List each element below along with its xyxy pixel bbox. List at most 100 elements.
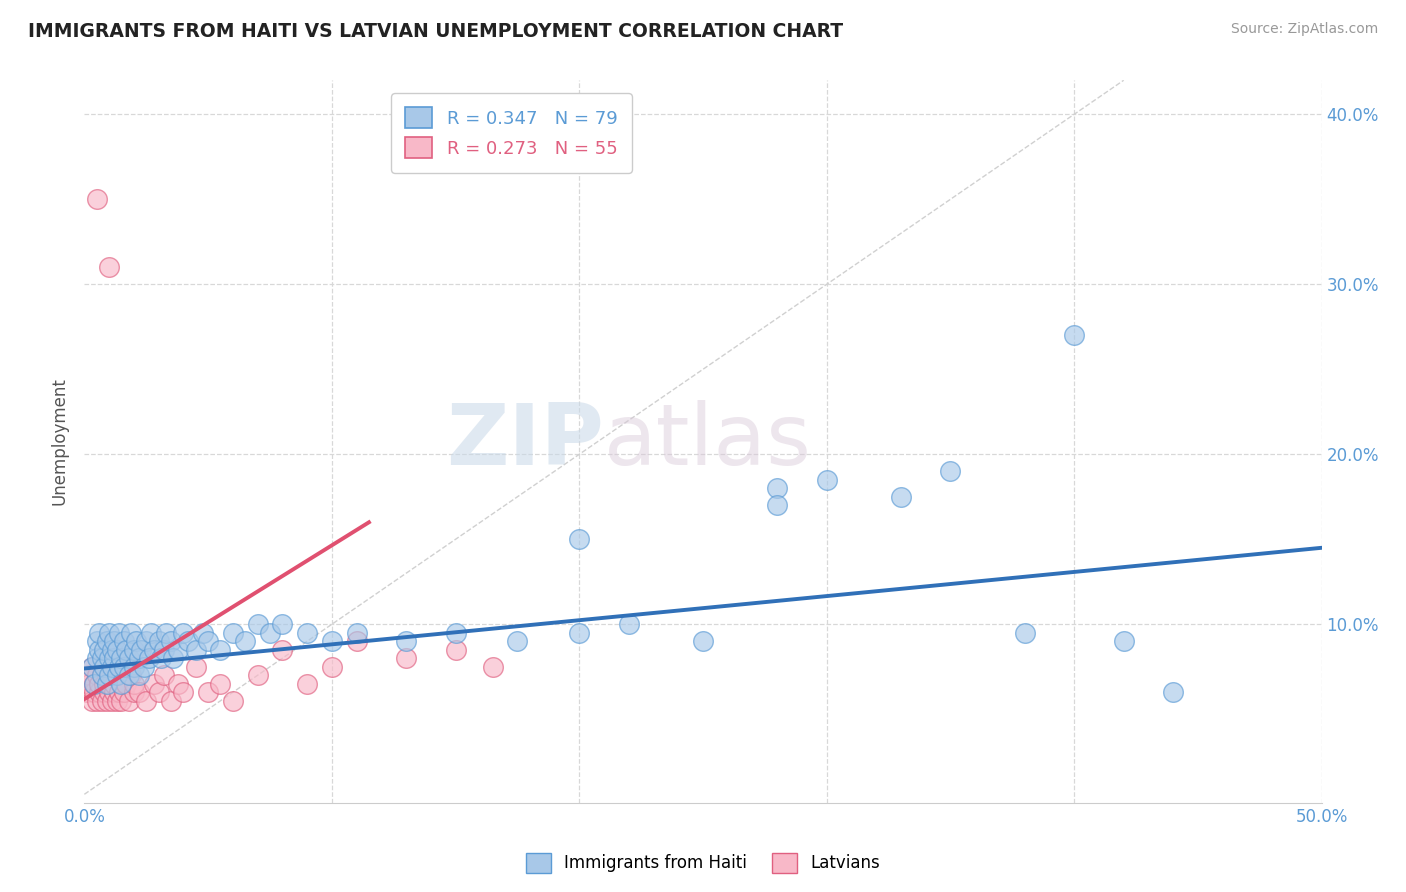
Point: [246, 668, 269, 682]
Point: [79, 677, 101, 691]
Point: [246, 617, 269, 632]
Point: [108, 685, 131, 699]
Point: [98, 677, 121, 691]
Point: [120, 625, 142, 640]
Point: [96, 694, 118, 708]
Point: [93, 660, 115, 674]
Point: [172, 685, 194, 699]
Text: ZIP: ZIP: [446, 400, 605, 483]
Point: [96, 677, 118, 691]
Point: [89, 642, 111, 657]
Point: [93, 685, 115, 699]
Point: [100, 642, 122, 657]
Point: [167, 677, 190, 691]
Point: [271, 617, 294, 632]
Point: [83, 677, 105, 691]
Point: [108, 625, 131, 640]
Point: [83, 677, 105, 691]
Point: [103, 685, 125, 699]
Point: [395, 651, 418, 665]
Point: [295, 677, 318, 691]
Point: [105, 642, 128, 657]
Point: [110, 694, 132, 708]
Point: [110, 651, 132, 665]
Point: [110, 677, 132, 691]
Point: [90, 668, 112, 682]
Point: [233, 634, 256, 648]
Point: [86, 651, 108, 665]
Point: [444, 625, 467, 640]
Point: [100, 660, 122, 674]
Text: Source: ZipAtlas.com: Source: ZipAtlas.com: [1230, 22, 1378, 37]
Legend: R = 0.347   N = 79, R = 0.273   N = 55: R = 0.347 N = 79, R = 0.273 N = 55: [391, 93, 633, 172]
Point: [118, 668, 141, 682]
Point: [222, 625, 245, 640]
Point: [96, 668, 118, 682]
Point: [80, 660, 103, 674]
Text: IMMIGRANTS FROM HAITI VS LATVIAN UNEMPLOYMENT CORRELATION CHART: IMMIGRANTS FROM HAITI VS LATVIAN UNEMPLO…: [28, 22, 844, 41]
Point: [93, 677, 115, 691]
Point: [122, 685, 145, 699]
Point: [86, 668, 108, 682]
Point: [160, 694, 183, 708]
Point: [152, 668, 174, 682]
Point: [142, 642, 165, 657]
Point: [150, 651, 173, 665]
Point: [128, 668, 150, 682]
Point: [103, 677, 125, 691]
Point: [83, 685, 105, 699]
Point: [167, 642, 190, 657]
Point: [162, 651, 184, 665]
Point: [98, 625, 121, 640]
Point: [110, 677, 132, 691]
Point: [128, 651, 150, 665]
Point: [148, 634, 170, 648]
Point: [112, 685, 135, 699]
Point: [197, 685, 219, 699]
Point: [112, 660, 135, 674]
Point: [122, 677, 145, 691]
Point: [103, 634, 125, 648]
Point: [90, 668, 112, 682]
Point: [112, 634, 135, 648]
Point: [122, 642, 145, 657]
Point: [89, 685, 111, 699]
Point: [98, 260, 121, 275]
Point: [89, 677, 111, 691]
Point: [184, 660, 207, 674]
Point: [346, 634, 368, 648]
Point: [132, 660, 155, 674]
Point: [766, 481, 789, 495]
Point: [1014, 625, 1036, 640]
Point: [692, 634, 714, 648]
Point: [138, 651, 160, 665]
Point: [142, 677, 165, 691]
Point: [129, 642, 152, 657]
Point: [141, 625, 163, 640]
Point: [86, 694, 108, 708]
Point: [135, 694, 157, 708]
Point: [108, 660, 131, 674]
Point: [100, 668, 122, 682]
Point: [321, 634, 343, 648]
Point: [100, 694, 122, 708]
Point: [115, 642, 138, 657]
Point: [568, 625, 591, 640]
Point: [120, 668, 142, 682]
Point: [184, 642, 207, 657]
Point: [86, 634, 108, 648]
Point: [79, 668, 101, 682]
Legend: Immigrants from Haiti, Latvians: Immigrants from Haiti, Latvians: [519, 847, 887, 880]
Point: [80, 694, 103, 708]
Point: [118, 651, 141, 665]
Point: [321, 660, 343, 674]
Point: [98, 651, 121, 665]
Point: [481, 660, 503, 674]
Point: [125, 634, 148, 648]
Point: [105, 668, 128, 682]
Point: [395, 634, 418, 648]
Point: [766, 498, 789, 512]
Point: [155, 625, 177, 640]
Point: [86, 192, 108, 206]
Point: [90, 651, 112, 665]
